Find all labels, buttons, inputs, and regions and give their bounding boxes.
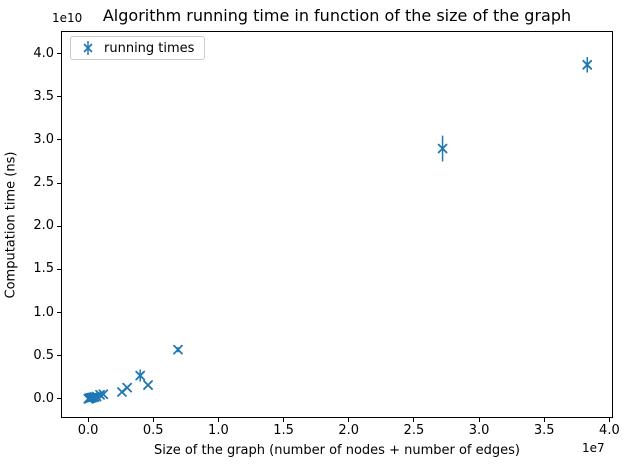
plot-area: running times — [61, 31, 613, 418]
y-tick-mark — [57, 398, 61, 400]
chart-title: Algorithm running time in function of th… — [102, 6, 572, 25]
data-point — [437, 143, 448, 154]
y-tick-label: 4.0 — [33, 45, 54, 61]
data-point — [582, 59, 593, 70]
legend-label: running times — [104, 40, 195, 56]
x-tick-label: 3.0 — [468, 423, 490, 438]
y-tick-mark — [57, 139, 61, 141]
x-tick-mark — [478, 418, 480, 422]
y-tick-label: 3.5 — [33, 88, 54, 104]
y-tick-label: 2.0 — [33, 218, 54, 234]
y-tick-mark — [57, 53, 61, 55]
data-point — [89, 392, 100, 402]
x-tick-mark — [608, 418, 610, 422]
scatter-series — [83, 57, 593, 404]
data-point — [135, 370, 146, 381]
y-tick-label: 0.0 — [33, 390, 54, 406]
x-tick-mark — [87, 418, 89, 422]
y-tick-mark — [57, 355, 61, 357]
x-tick-label: 1.0 — [208, 423, 229, 438]
y-axis-label: Computation time (ns) — [3, 151, 19, 299]
data-point — [98, 389, 109, 400]
x-axis-label: Size of the graph (number of nodes + num… — [154, 443, 520, 458]
x-tick-mark — [283, 418, 285, 422]
x-tick-label: 4.0 — [599, 423, 620, 438]
x-tick-label: 0.5 — [142, 423, 164, 438]
y-tick-label: 0.5 — [33, 347, 54, 363]
x-tick-label: 3.5 — [533, 423, 555, 438]
errorbar-marker-icon — [83, 41, 93, 55]
y-tick-mark — [57, 268, 61, 270]
x-tick-mark — [348, 418, 350, 422]
x-axis-offset-label: 1e7 — [582, 441, 605, 455]
y-tick-label: 3.0 — [33, 131, 54, 147]
x-tick-mark — [217, 418, 219, 422]
y-tick-mark — [57, 225, 61, 227]
y-tick-mark — [57, 96, 61, 98]
x-tick-label: 2.0 — [338, 423, 360, 438]
y-tick-mark — [57, 312, 61, 314]
data-point — [122, 382, 133, 393]
y-axis-offset-label: 1e10 — [52, 11, 83, 25]
x-tick-label: 0.0 — [77, 423, 99, 438]
x-tick-mark — [152, 418, 154, 422]
y-tick-label: 2.5 — [33, 175, 54, 191]
y-tick-mark — [57, 182, 61, 184]
x-tick-mark — [413, 418, 415, 422]
y-tick-label: 1.0 — [33, 304, 54, 320]
legend: running times — [70, 36, 206, 60]
data-point — [143, 380, 153, 390]
x-tick-label: 2.5 — [403, 423, 425, 438]
data-point — [95, 389, 105, 400]
data-point — [173, 344, 183, 355]
x-tick-label: 1.5 — [273, 423, 294, 438]
x-tick-mark — [543, 418, 545, 422]
y-tick-label: 1.5 — [33, 261, 54, 277]
